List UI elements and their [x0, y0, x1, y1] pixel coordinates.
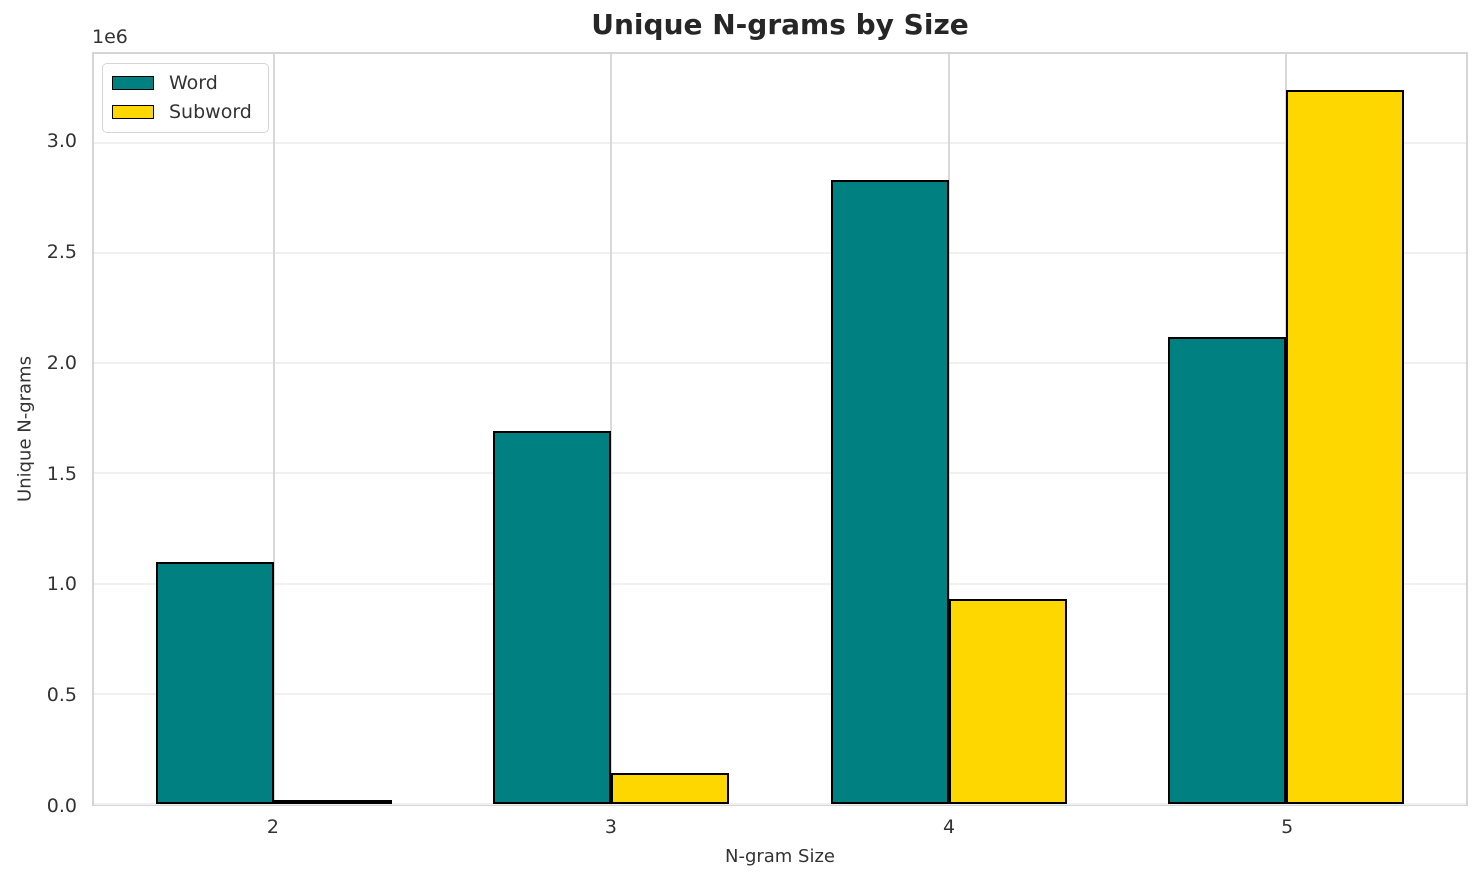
x-axis-ticks: 2 3 4 5 — [92, 816, 1468, 842]
x-tick-label-4: 4 — [942, 816, 956, 838]
y-tick-label-2.0: 2.0 — [46, 351, 77, 374]
v-gridline-4 — [947, 54, 950, 804]
y-axis-ticks: 0.0 0.5 1.0 1.5 2.0 2.5 3.0 — [0, 52, 79, 817]
x-axis-label: N-gram Size — [724, 846, 836, 867]
bar-subword-2 — [274, 800, 393, 804]
chart-title: Unique N-grams by Size — [591, 8, 969, 41]
legend-swatch-subword — [112, 105, 154, 120]
h-gridline-0.5 — [94, 692, 1466, 695]
y-tick-label-1.5: 1.5 — [46, 462, 77, 485]
legend: Word Subword — [102, 63, 269, 133]
bar-word-3 — [493, 431, 612, 804]
legend-label-word: Word — [169, 72, 218, 94]
v-gridline-2 — [273, 54, 276, 804]
y-tick-label-0.0: 0.0 — [46, 795, 77, 817]
bar-word-4 — [830, 180, 949, 804]
v-gridline-3 — [610, 54, 613, 804]
h-gridline-3.0 — [94, 141, 1466, 144]
h-gridline-2.0 — [94, 362, 1466, 365]
plot-area: Word Subword — [92, 52, 1468, 806]
bar-word-5 — [1167, 336, 1286, 804]
bar-subword-5 — [1285, 89, 1404, 804]
x-tick-label-2: 2 — [266, 816, 279, 838]
h-gridline-1.5 — [94, 472, 1466, 475]
legend-item-subword: Subword — [112, 100, 252, 123]
x-tick-label-5: 5 — [1281, 816, 1294, 838]
y-tick-label-2.5: 2.5 — [46, 240, 77, 263]
y-tick-label-0.5: 0.5 — [46, 684, 77, 707]
bar-subword-3 — [611, 773, 730, 804]
bar-subword-4 — [948, 598, 1067, 804]
y-tick-label-1.0: 1.0 — [46, 573, 77, 596]
legend-item-word: Word — [112, 73, 252, 94]
h-gridline-0.0 — [94, 803, 1466, 805]
h-gridline-1.0 — [94, 582, 1466, 585]
bar-word-2 — [156, 561, 275, 804]
legend-label-subword: Subword — [169, 100, 252, 123]
y-tick-label-3.0: 3.0 — [46, 130, 77, 153]
legend-swatch-word — [112, 76, 154, 91]
y-axis-offset-label: 1e6 — [92, 26, 128, 48]
x-tick-label-3: 3 — [604, 816, 617, 838]
h-gridline-2.5 — [94, 251, 1466, 254]
